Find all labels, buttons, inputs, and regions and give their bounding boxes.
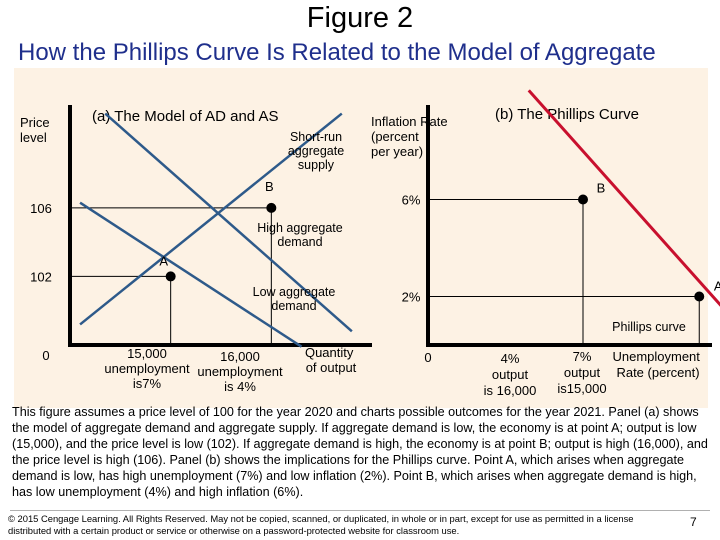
panel-b-xtick-4: 4% output is 16,000 — [484, 351, 537, 398]
panel-a-label-short-run-aggregate-supply-line-1: Short-run — [290, 130, 342, 144]
panel-b-point-label-b: B — [597, 181, 606, 196]
slide-title: Figure 2 — [306, 2, 414, 34]
panel-b-ylabel-line3: per year) — [371, 144, 423, 159]
panel-a-xlabel: Quantity of output — [305, 345, 357, 375]
panel-a-ylabel-line1: Price — [20, 115, 50, 130]
panel-b-origin-label: 0 — [424, 350, 431, 365]
panel-a-label-short-run-aggregate-supply-line-3: supply — [298, 158, 335, 172]
panel-b-point-a — [694, 291, 705, 302]
panel-b-ylabel-line2: (percent — [371, 129, 419, 144]
panel-a-point-b — [266, 202, 277, 213]
panel-b-label-phillips-curve: Phillips curve — [612, 320, 686, 334]
panel-a-point-label-b: B — [265, 179, 274, 194]
panel-b-chart: (b) The Phillips Curve Inflation Rate (p… — [371, 89, 720, 398]
panel-b-xtick-7-line-2: output — [564, 365, 601, 380]
panel-a-xtick-15000-line-2: unemployment — [104, 361, 190, 376]
copyright-notice: © 2015 Cengage Learning. All Rights Rese… — [8, 513, 634, 536]
panel-a-curve-high-aggregate-demand — [104, 112, 353, 333]
panel-b-ytick-6: 6% — [402, 193, 421, 208]
panel-b-xtick-7-line-1: 7% — [573, 349, 592, 364]
panel-a-origin-label: 0 — [42, 348, 49, 363]
panel-a-ylabel-line2: level — [20, 130, 47, 145]
panel-a-curve-low-aggregate-demand — [79, 201, 303, 348]
panel-a-label-high-aggregate-demand: High aggregate demand — [257, 221, 343, 249]
panel-b-phillips-curve — [527, 89, 720, 307]
panel-a-xtick-15000-line-1: 15,000 — [127, 346, 167, 361]
panel-b-title: (b) The Phillips Curve — [495, 106, 639, 123]
panel-b-xtick-4-line-3: is 16,000 — [484, 383, 537, 398]
figure-svg: (a) The Model of AD and AS Price level 0… — [20, 89, 720, 398]
panel-a-label-short-run-aggregate-supply-line-2: aggregate — [288, 144, 344, 158]
panel-a-xtick-16000: 16,000 unemployment is 4% — [197, 349, 283, 394]
panel-b-xtick-4-line-1: 4% — [501, 351, 520, 366]
panel-a-point-a — [165, 271, 176, 282]
panel-b-label-phillips-curve-line-1: Phillips curve — [612, 320, 686, 334]
panel-a-title: (a) The Model of AD and AS — [92, 108, 279, 125]
panel-b-xlabel: Unemployment Rate (percent) — [612, 349, 703, 380]
panel-a-xtick-16000-line-2: unemployment — [197, 364, 283, 379]
panel-a-xtick-15000: 15,000 unemployment is7% — [104, 346, 190, 391]
panel-a-label-low-aggregate-demand-line-1: Low aggregate — [253, 285, 336, 299]
panel-a-curve-short-run-aggregate-supply — [79, 112, 343, 326]
panel-b-point-b — [578, 194, 588, 205]
panel-b-ylabel: Inflation Rate (percent per year) — [371, 114, 451, 159]
panel-b-xlabel-line1: Unemployment — [612, 349, 700, 364]
panel-a-ytick-106: 106 — [30, 201, 52, 216]
footer-divider — [10, 510, 710, 511]
page-number: 7 — [690, 515, 697, 529]
panel-a-label-low-aggregate-demand-line-2: demand — [271, 299, 316, 313]
panel-a-chart: (a) The Model of AD and AS Price level 0… — [20, 105, 372, 394]
panel-b-ylabel-line1: Inflation Rate — [371, 114, 448, 129]
panel-a-ytick-102: 102 — [30, 269, 52, 284]
panel-a-xlabel-line1: Quantity — [305, 345, 354, 360]
figure-background — [14, 68, 708, 408]
panel-a-label-short-run-aggregate-supply: Short-run aggregate supply — [288, 130, 344, 172]
panel-b-xlabel-line2: Rate (percent) — [616, 365, 699, 380]
panel-a-label-low-aggregate-demand: Low aggregate demand — [253, 285, 336, 313]
panel-b-ytick-2: 2% — [402, 290, 421, 305]
panel-a-xtick-15000-line-3: is7% — [133, 376, 162, 391]
panel-a-xtick-16000-line-1: 16,000 — [220, 349, 260, 364]
panel-a-ylabel: Price level — [20, 115, 53, 145]
panel-a-xlabel-line2: of output — [306, 360, 357, 375]
panel-b-xtick-7: 7% output is15,000 — [557, 349, 606, 396]
panel-a-label-high-aggregate-demand-line-1: High aggregate — [257, 221, 343, 235]
panel-a-xtick-16000-line-3: is 4% — [224, 379, 256, 394]
panel-b-xtick-7-line-3: is15,000 — [557, 381, 606, 396]
panel-a-point-label-a: A — [159, 253, 168, 268]
panel-b-xtick-4-line-2: output — [492, 367, 529, 382]
panel-b-point-label-a: A — [714, 279, 720, 294]
panel-a-label-high-aggregate-demand-line-2: demand — [277, 235, 322, 249]
figure-caption: This figure assumes a price level of 100… — [12, 405, 708, 499]
